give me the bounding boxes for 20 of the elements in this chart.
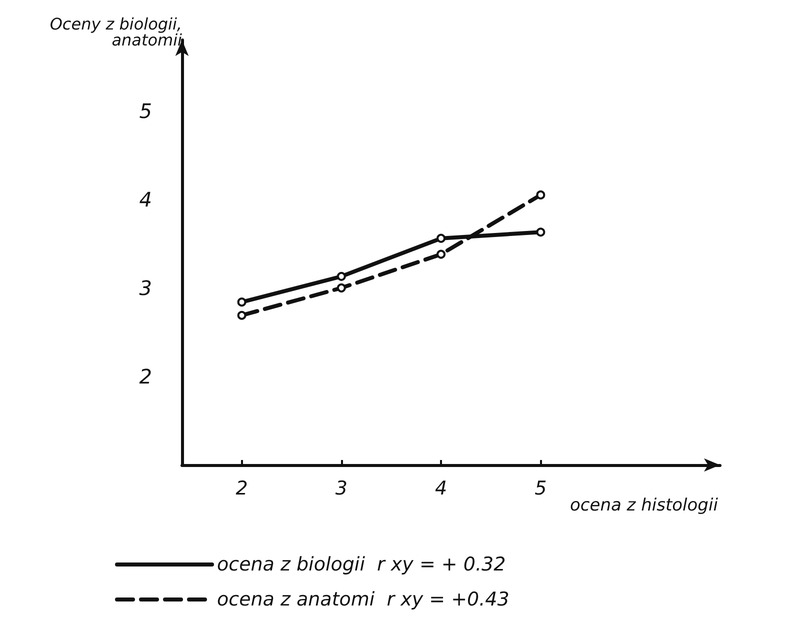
y-axis-title: Oceny z biologii, anatomii xyxy=(50,14,183,50)
legend-label: ocena z anatomi r xy = +0.43 xyxy=(217,588,510,610)
x-tick-label: 3 xyxy=(335,478,348,500)
point xyxy=(436,234,446,243)
x-axis-title: ocena z histologii xyxy=(570,496,718,516)
point xyxy=(536,228,546,237)
y-tick-label: 2 xyxy=(139,364,152,388)
x-tick-label: 2 xyxy=(236,478,248,500)
x-tick-label: 4 xyxy=(434,478,448,500)
point xyxy=(237,310,246,320)
y-tick-label: 3 xyxy=(139,276,152,300)
point xyxy=(237,298,246,307)
x-tick-label: 5 xyxy=(534,478,547,500)
y-tick-label: 4 xyxy=(139,187,152,212)
point xyxy=(536,190,546,200)
point xyxy=(336,283,346,292)
point xyxy=(336,272,346,281)
legend-label: ocena z biologii r xy = + 0.32 xyxy=(217,554,506,576)
y-tick-label: 5 xyxy=(139,98,152,123)
point xyxy=(436,250,446,259)
